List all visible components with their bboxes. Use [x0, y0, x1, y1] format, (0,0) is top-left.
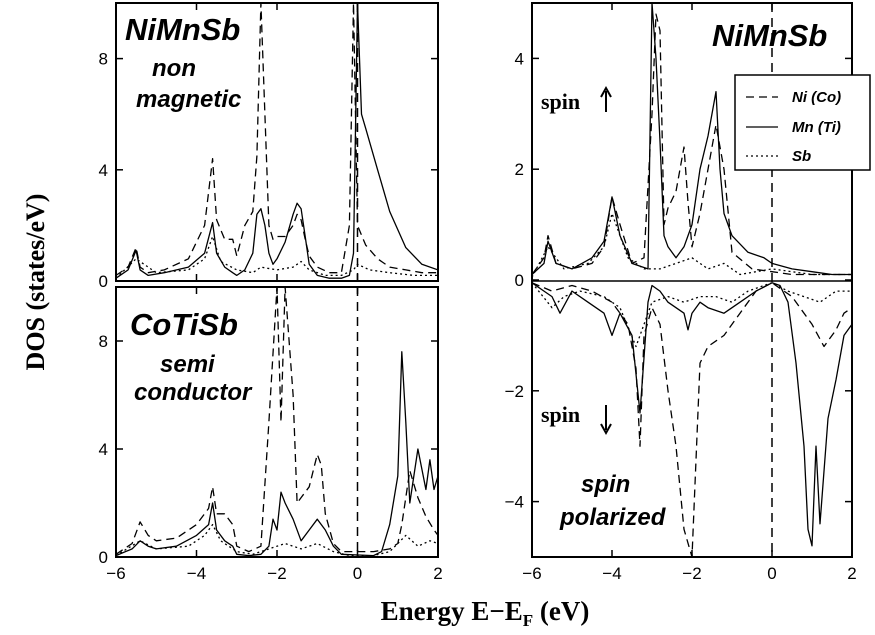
x-tick-label: 0: [767, 564, 776, 583]
series-line-ni-co: [532, 13, 852, 276]
panel-cotisb-semiconductor: 0 4 8 −6 −4 −2 0 2 CoTiSb semi conductor: [99, 286, 443, 583]
x-tick-label: −2: [682, 564, 701, 583]
y-axis-title: DOS (states/eV): [21, 194, 50, 371]
x-axis-title: Energy E−EF (eV): [381, 596, 590, 630]
series-line-sb: [532, 282, 852, 348]
legend-entry-ni-co: Ni (Co): [746, 89, 841, 106]
legend-entry-sb: Sb: [746, 148, 811, 165]
legend-label: Sb: [792, 148, 811, 165]
series-line-mn-ti: [116, 351, 438, 557]
y-tick-label: 2: [515, 160, 524, 179]
y-tick-label: −4: [505, 493, 524, 512]
legend-entry-mn-ti: Mn (Ti): [746, 119, 841, 136]
panel-subtitle-line2: conductor: [134, 379, 253, 406]
spin-up-arrow-icon: [600, 85, 612, 112]
x-tick-label: −4: [602, 564, 621, 583]
panel-subtitle-line1: semi: [160, 351, 216, 378]
x-tick-label: −6: [106, 564, 125, 583]
y-tick-label: 0: [99, 272, 108, 291]
series-line-mn-ti: [532, 3, 852, 276]
panel-subtitle-line1: non: [152, 55, 196, 82]
spin-down-arrow-icon: [600, 405, 612, 436]
y-tick-label: 4: [515, 49, 524, 68]
legend-box: [734, 74, 871, 171]
y-tick-label: 4: [99, 440, 108, 459]
y-tick-label: 4: [99, 161, 108, 180]
x-tick-label: −4: [187, 564, 206, 583]
panel-subtitle-line2: polarized: [559, 504, 667, 531]
x-tick-label: 0: [353, 564, 362, 583]
panel-subtitle-line2: magnetic: [136, 86, 241, 113]
panel-nimnsb-nonmagnetic: 0 4 8 NiMnSb non magnetic: [99, 2, 439, 291]
panel-title: CoTiSb: [130, 307, 238, 342]
panel-subtitle-line1: spin: [581, 471, 630, 498]
panel-nimnsb-spin-polarized: −4 −2 0 2 4 −6 −4 −2 0 2 NiMnSb spin spin spin po…: [505, 2, 871, 583]
y-tick-label: −2: [505, 382, 524, 401]
spin-down-label: spin: [541, 402, 580, 427]
y-tick-label: 8: [99, 332, 108, 351]
y-tick-label: 0: [515, 271, 524, 290]
series-line-mn-ti: [116, 3, 438, 279]
spin-up-label: spin: [541, 89, 580, 114]
y-tick-label: 0: [99, 548, 108, 567]
series-line-mn-ti: [532, 282, 852, 547]
series-line-ni-co: [116, 3, 438, 276]
series-line-sb: [532, 212, 852, 278]
x-tick-label: 2: [433, 564, 442, 583]
y-tick-label: 8: [99, 50, 108, 69]
legend-label: Ni (Co): [792, 89, 841, 106]
legend: Ni (Co) Mn (Ti) Sb: [734, 74, 871, 171]
panel-title: NiMnSb: [125, 12, 240, 47]
x-tick-label: −6: [522, 564, 541, 583]
x-tick-label: 2: [847, 564, 856, 583]
x-tick-label: −2: [267, 564, 286, 583]
legend-label: Mn (Ti): [792, 119, 841, 136]
panel-title: NiMnSb: [712, 18, 827, 53]
series-line-sb: [116, 523, 438, 557]
